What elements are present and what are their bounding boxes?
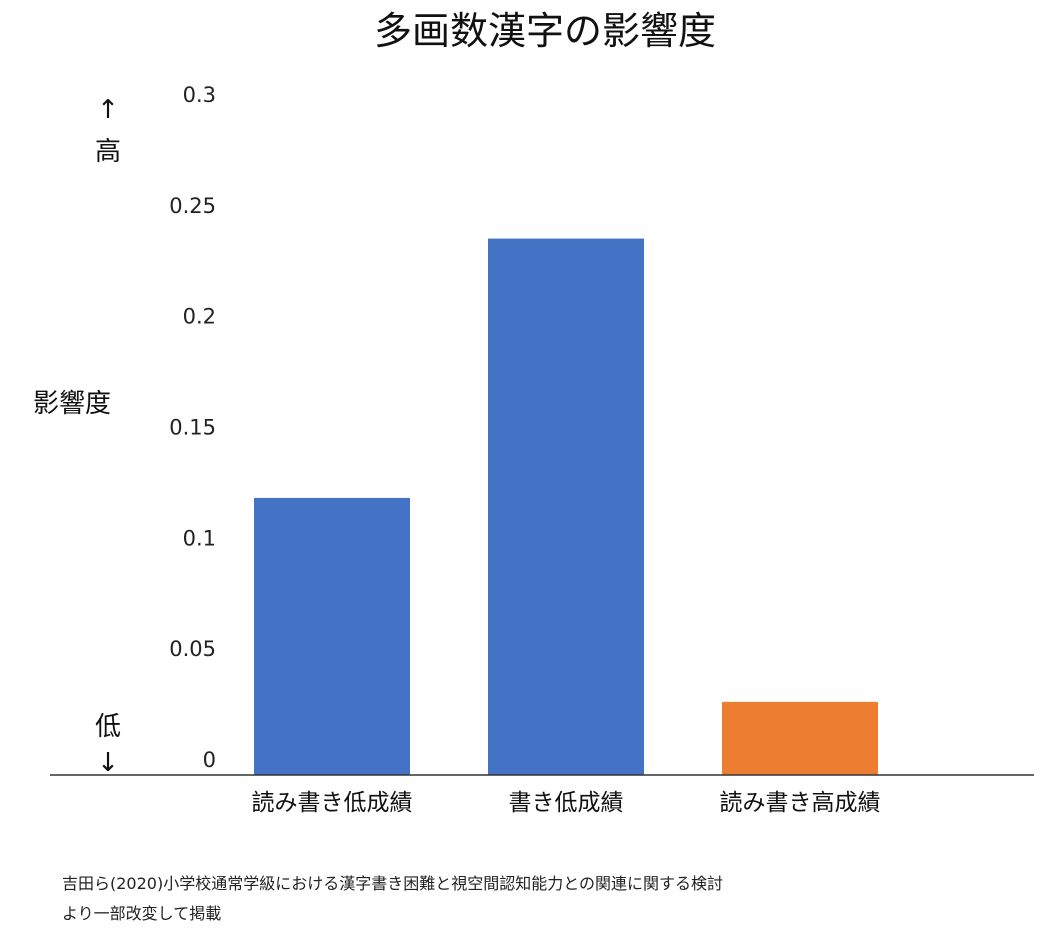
source-line-2: より一部改変して掲載 [62, 904, 221, 923]
bar-1 [254, 497, 410, 775]
y-low-arrow: ↓ [97, 748, 119, 778]
x-category-label: 書き低成績 [509, 790, 624, 816]
y-tick-label: 0 [203, 748, 216, 772]
y-tick-label: 0.1 [183, 526, 216, 550]
y-tick-labels: 0 0.05 0.1 0.15 0.2 0.25 0.3 [169, 83, 216, 772]
x-category-label: 読み書き高成績 [720, 790, 881, 816]
chart-title: 多画数漢字の影響度 [374, 9, 716, 53]
bar-3 [722, 701, 878, 775]
y-low-label: 低 [95, 712, 121, 742]
bar-2 [488, 238, 644, 776]
y-tick-label: 0.2 [183, 305, 216, 329]
y-tick-label: 0.3 [183, 83, 216, 107]
y-tick-label: 0.15 [169, 416, 216, 440]
x-category-labels: 読み書き低成績 書き低成績 読み書き高成績 [252, 790, 881, 816]
bars [254, 238, 878, 776]
y-axis-label: 影響度 [33, 389, 111, 419]
y-tick-label: 0.05 [169, 637, 216, 661]
y-high-label: 高 [95, 137, 121, 167]
source-line-1: 吉田ら(2020)小学校通常学級における漢字書き困難と視空間認知能力との関連に関… [62, 874, 723, 893]
x-category-label: 読み書き低成績 [252, 790, 413, 816]
y-tick-label: 0.25 [169, 194, 216, 218]
y-high-arrow: ↑ [97, 95, 119, 125]
